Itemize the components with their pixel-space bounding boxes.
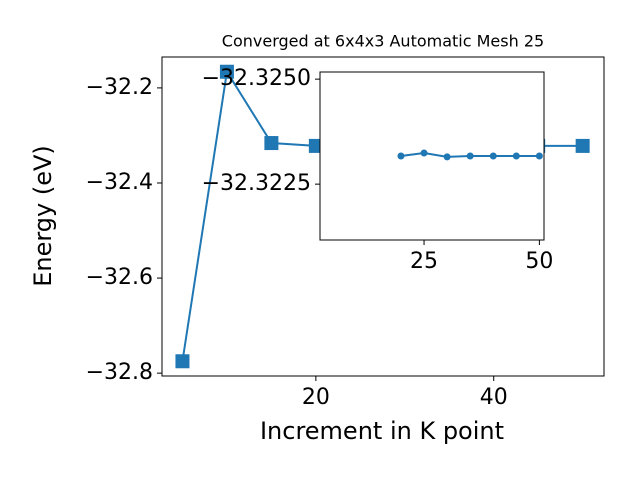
marker <box>575 138 590 153</box>
y-tick-label: −32.4 <box>86 170 153 195</box>
marker <box>219 64 234 79</box>
marker <box>420 149 428 157</box>
marker <box>264 136 279 151</box>
axes: 25 50 −32.3250 −32.3225 <box>202 66 554 274</box>
marker <box>535 152 543 160</box>
marker <box>443 153 451 161</box>
series-group <box>397 149 543 161</box>
x-tick-label: 25 <box>410 249 438 274</box>
y-tick-label: −32.6 <box>86 265 153 290</box>
y-tick-label: −32.2 <box>86 75 153 100</box>
x-tick-label: 20 <box>302 385 330 410</box>
marker <box>489 152 497 160</box>
x-tick-label: 50 <box>525 249 553 274</box>
marker <box>308 138 323 153</box>
axes-frame <box>319 71 545 241</box>
chart-title: Converged at 6x4x3 Automatic Mesh 25 <box>222 32 544 51</box>
y-axis-label: Energy (eV) <box>29 145 57 287</box>
x-axis-label: Increment in K point <box>260 417 504 445</box>
y-tick-label: −32.3250 <box>202 66 311 91</box>
axes-frame <box>161 56 605 377</box>
marker <box>512 152 520 160</box>
y-tick-label: −32.3225 <box>202 171 311 196</box>
marker <box>175 354 190 369</box>
marker <box>397 152 405 160</box>
x-tick-label: 40 <box>480 385 508 410</box>
y-tick-label: −32.8 <box>86 360 153 385</box>
marker <box>466 152 474 160</box>
